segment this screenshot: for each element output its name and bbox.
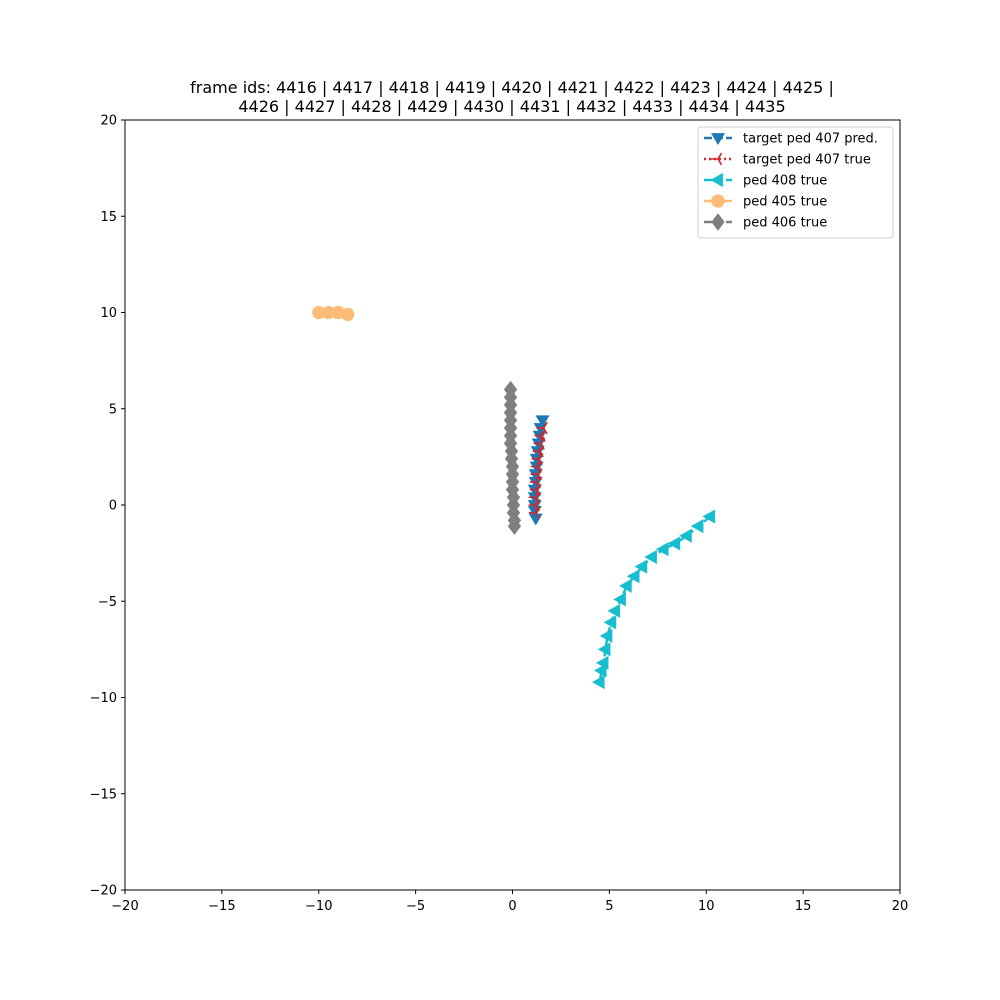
legend-label: ped 405 true <box>743 195 827 210</box>
data-point <box>690 519 704 534</box>
y-tick-label: −5 <box>98 595 117 610</box>
legend-marker <box>711 194 725 208</box>
y-tick-label: −10 <box>90 691 117 706</box>
legend-item-target-ped-407-pred: target ped 407 pred. <box>704 132 878 147</box>
data-point <box>507 517 522 535</box>
chart-title-line-1: frame ids: 4416 | 4417 | 4418 | 4419 | 4… <box>190 78 834 97</box>
legend: target ped 407 pred. target ped 407 true p… <box>697 126 894 239</box>
legend-label: ped 406 true <box>743 216 827 231</box>
x-tick-label: −10 <box>305 899 332 914</box>
axes: −20 −15 −10 −5 0 5 10 15 20 −20 −15 −10 −5 0 5 10 15 20 <box>90 114 909 915</box>
data-point <box>597 642 611 657</box>
x-tick-label: 0 <box>508 899 516 914</box>
data-point <box>528 498 540 512</box>
x-tick-label: −15 <box>208 899 235 914</box>
data-point <box>528 513 543 526</box>
y-tick-label: 0 <box>109 499 117 514</box>
series-ped-408-true <box>591 509 716 690</box>
data-point <box>591 675 605 690</box>
series-target-ped-407-true <box>528 421 548 520</box>
data-point <box>599 628 613 643</box>
y-tick-label: −15 <box>90 787 117 802</box>
data-point <box>535 415 550 428</box>
y-tick-label: 20 <box>100 114 117 129</box>
series-ped-405-true <box>312 305 355 322</box>
legend-label: target ped 407 true <box>743 153 871 168</box>
data-point <box>321 305 336 320</box>
data-point <box>593 663 607 678</box>
data-point <box>530 460 542 473</box>
legend-marker <box>711 152 723 166</box>
data-point <box>634 559 648 574</box>
legend-marker <box>710 173 723 187</box>
data-point <box>644 549 657 564</box>
chart-title-line-2: 4426 | 4427 | 4428 | 4429 | 4430 | 4431 … <box>238 97 785 116</box>
data-point <box>613 592 626 607</box>
legend-marker <box>711 133 725 145</box>
legend-item-ped-406-true: ped 406 true <box>704 213 827 231</box>
legend-label: ped 408 true <box>743 174 827 189</box>
x-tick-label: 5 <box>605 899 613 914</box>
legend-item-target-ped-407-true: target ped 407 true <box>704 153 871 168</box>
legend-marker <box>711 213 725 231</box>
x-tick-label: 20 <box>892 899 909 914</box>
data-point <box>529 475 541 489</box>
plot-area <box>312 305 716 690</box>
data-point <box>607 603 621 618</box>
data-point <box>341 307 355 322</box>
x-tick-label: −20 <box>111 899 138 914</box>
data-point <box>619 578 632 593</box>
y-tick-label: 5 <box>109 402 117 417</box>
legend-item-ped-408-true: ped 408 true <box>704 173 827 189</box>
series-ped-406-true <box>503 380 522 535</box>
legend-label: target ped 407 pred. <box>743 132 878 147</box>
data-point <box>528 506 540 520</box>
data-point <box>667 536 681 551</box>
data-point <box>655 542 669 557</box>
data-point <box>312 305 326 320</box>
legend-item-ped-405-true: ped 405 true <box>704 194 827 210</box>
data-point <box>603 615 617 630</box>
legend-box <box>697 126 894 239</box>
x-tick-label: 15 <box>795 899 812 914</box>
data-point <box>626 569 640 584</box>
y-tick-label: 10 <box>100 306 117 321</box>
data-point <box>528 490 540 504</box>
data-point <box>702 509 716 524</box>
y-tick-label: 15 <box>100 210 117 225</box>
data-point <box>679 528 692 543</box>
y-tick-label: −20 <box>90 884 117 899</box>
x-tick-label: 10 <box>698 899 715 914</box>
x-tick-label: −5 <box>406 899 425 914</box>
